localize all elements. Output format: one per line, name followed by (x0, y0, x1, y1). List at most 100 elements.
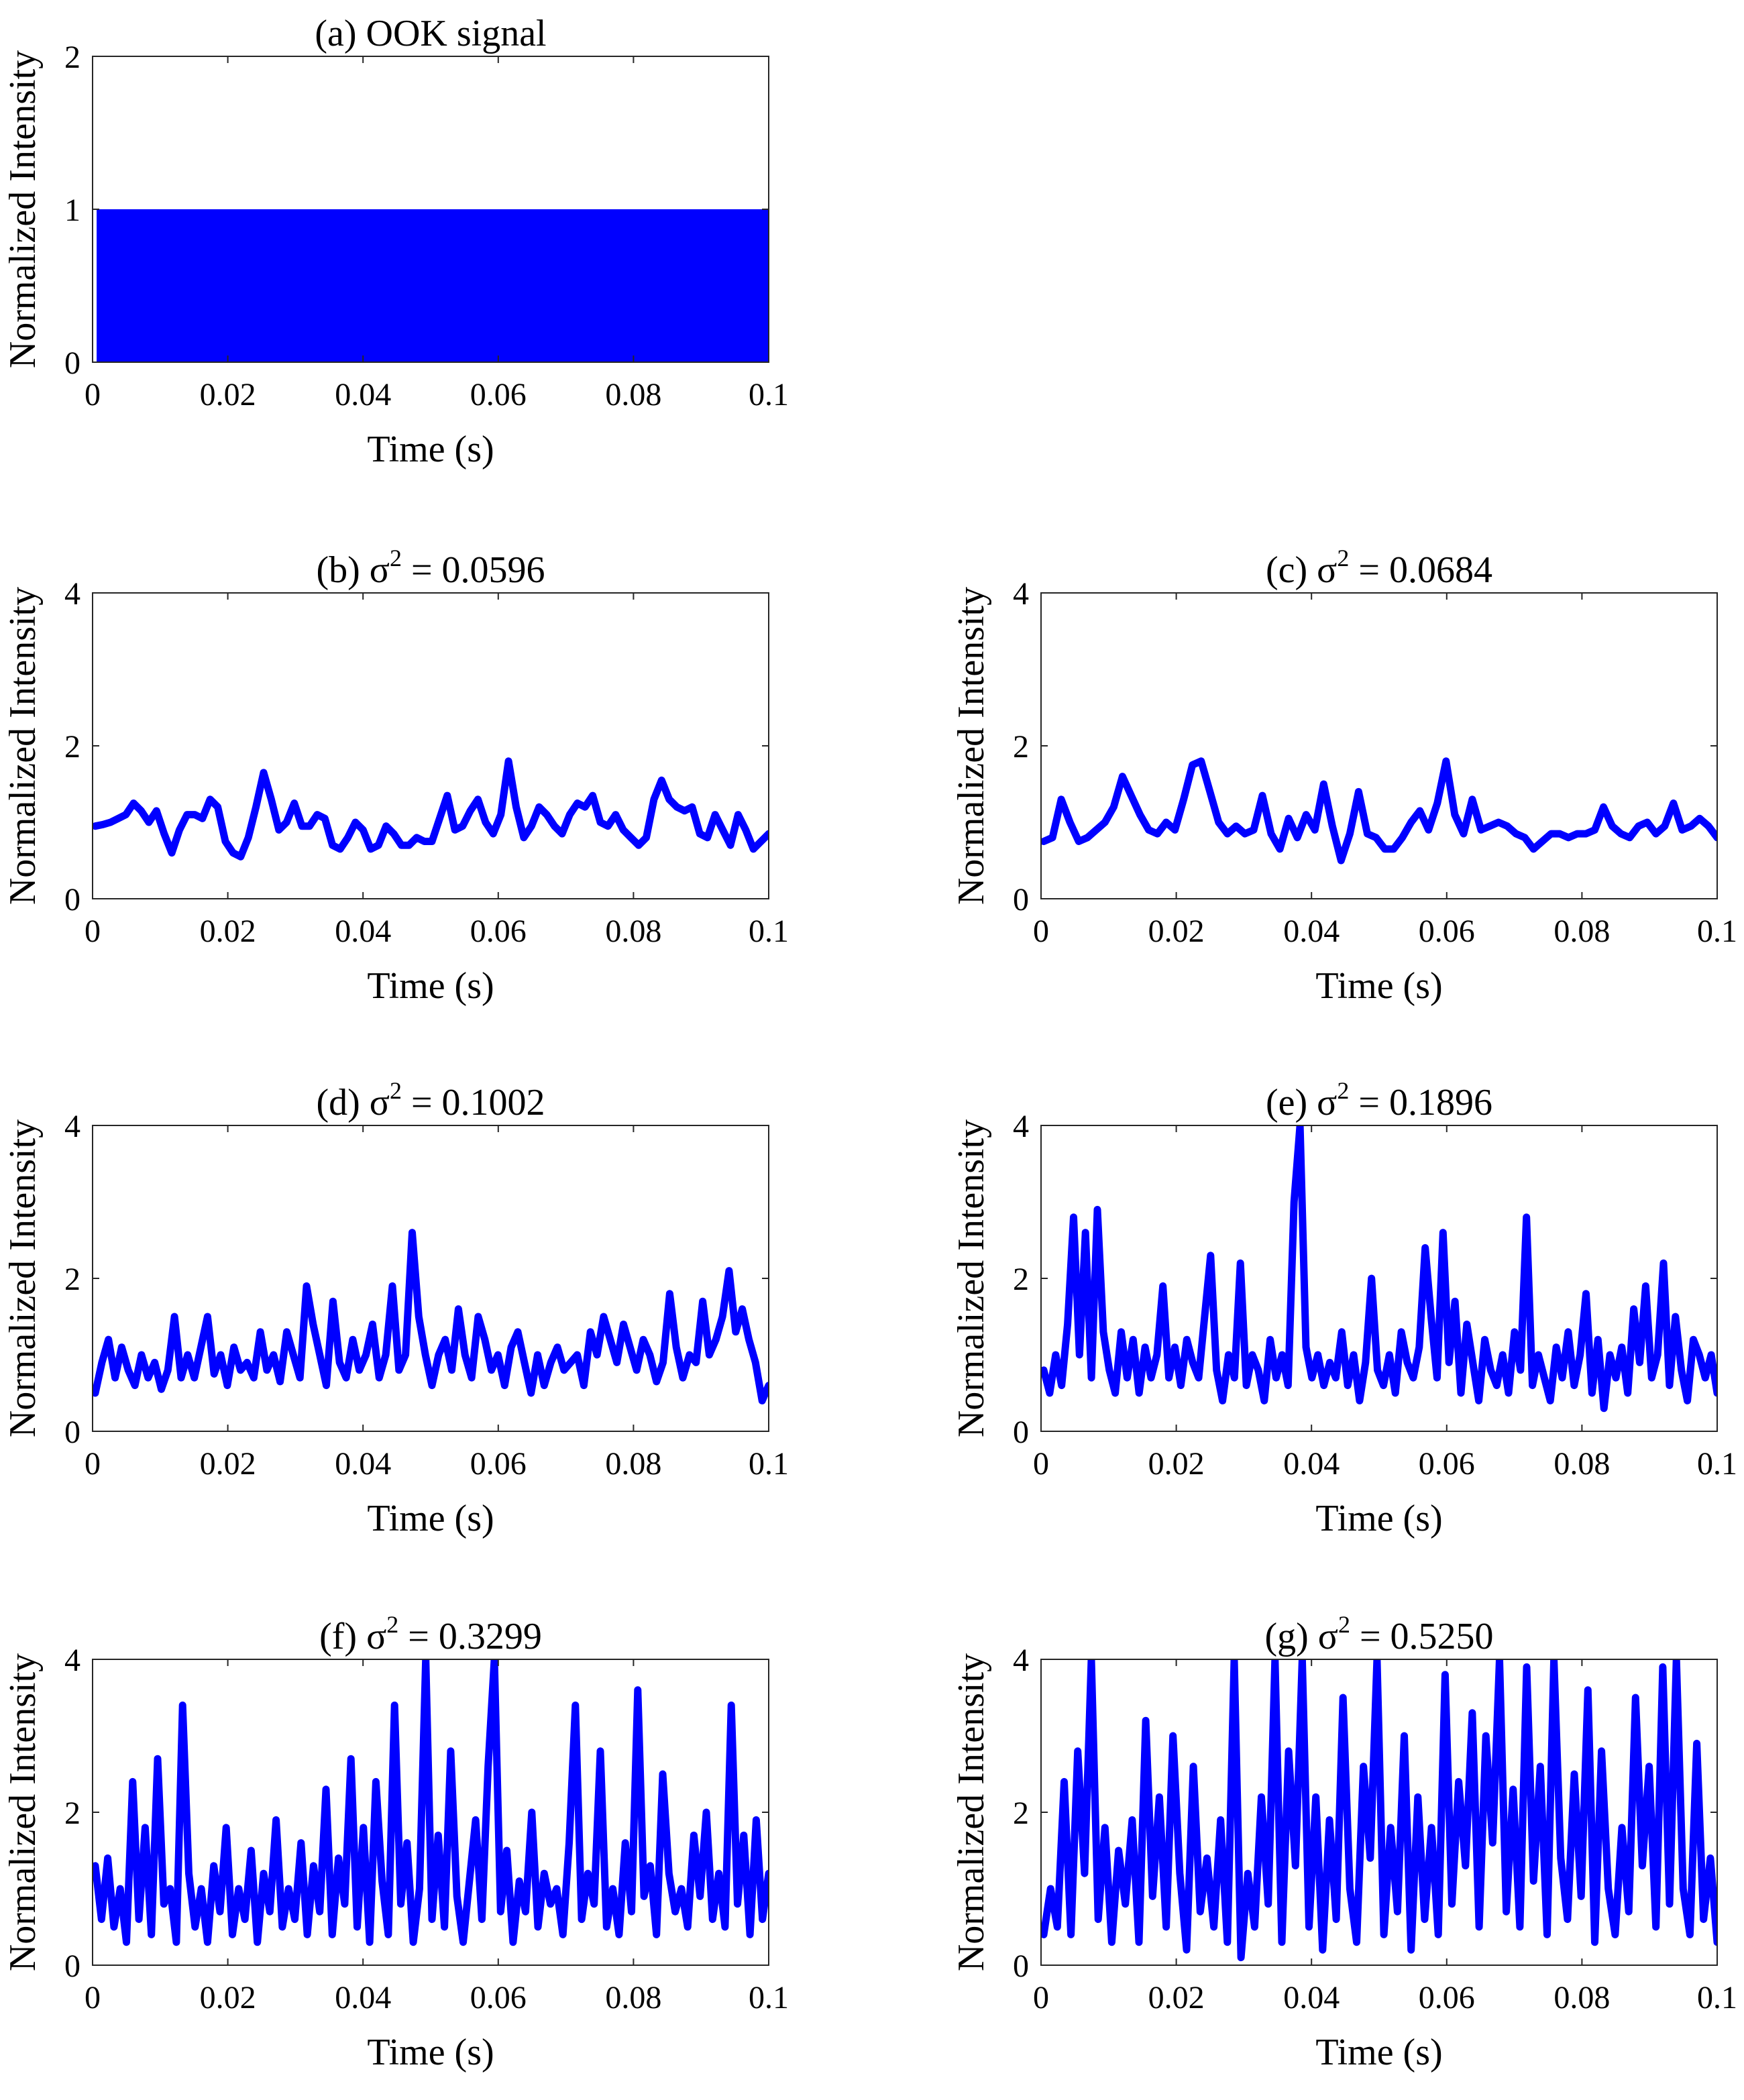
y-tick-label: 2 (1013, 1795, 1029, 1831)
intensity-line (93, 757, 769, 861)
x-tick-label: 0.02 (1148, 914, 1205, 949)
y-tick-label: 4 (64, 576, 80, 612)
y-axis-label: Normalized Intensity (2, 587, 44, 905)
intensity-line (93, 1659, 769, 1946)
x-axis-label: Time (s) (1315, 965, 1442, 1007)
x-tick-label: 0.02 (200, 1980, 256, 2015)
y-tick-label: 4 (1013, 576, 1029, 612)
x-tick-label: 0.06 (1419, 1980, 1475, 2015)
subplot-title: (a) OOK signal (315, 13, 546, 54)
x-tick-label: 0.04 (1283, 1446, 1340, 1482)
x-tick-label: 0.06 (470, 914, 527, 949)
x-tick-label: 0.06 (470, 377, 527, 412)
x-tick-label: 0.08 (605, 914, 661, 949)
y-tick-label: 0 (1013, 1415, 1029, 1450)
x-tick-label: 0.1 (1697, 1980, 1737, 2015)
intensity-line (1041, 757, 1717, 865)
title-sigma-value: = 0.1896 (1349, 1082, 1492, 1123)
x-tick-label: 0.1 (1697, 1446, 1737, 1482)
x-axis-label: Time (s) (1315, 1498, 1442, 1539)
x-tick-label: 0.02 (1148, 1980, 1205, 2015)
x-tick-label: 0.02 (200, 377, 256, 412)
x-tick-label: 0.08 (1554, 1980, 1610, 2015)
x-tick-label: 0.04 (335, 377, 391, 412)
subplot-title: (b) σ2 = 0.0596 (316, 545, 545, 591)
title-sigma-value: = 0.1002 (402, 1082, 545, 1123)
subplot-title: (f) σ2 = 0.3299 (319, 1611, 542, 1657)
y-axis-label: Normalized Intensity (950, 587, 992, 905)
x-tick-label: 0.02 (200, 1446, 256, 1482)
x-tick-label: 0.1 (749, 1446, 789, 1482)
subplot-f: 0 0.02 0.04 0.06 0.08 0.1 0 2 4 Time (s) Normalize… (2, 1611, 789, 2073)
y-tick-label: 2 (64, 729, 80, 765)
y-tick-label: 0 (1013, 882, 1029, 918)
y-tick-label: 4 (1013, 1109, 1029, 1144)
x-axis-label: Time (s) (367, 1498, 494, 1539)
axes-box (1040, 592, 1718, 899)
x-tick-label: 0 (1033, 914, 1049, 949)
y-axis-label: Normalized Intensity (2, 50, 44, 368)
subplot-title: (g) σ2 = 0.5250 (1264, 1611, 1493, 1657)
title-sigma-exponent: 2 (1337, 545, 1349, 571)
y-tick-label: 0 (64, 1415, 80, 1450)
x-tick-label: 0.08 (605, 1980, 661, 2015)
title-prefix: (f) σ (319, 1616, 386, 1657)
axes-box (92, 592, 769, 899)
title-sigma-exponent: 2 (390, 545, 402, 571)
y-axis-label: Normalized Intensity (950, 1119, 992, 1437)
subplot-title: (e) σ2 = 0.1896 (1266, 1077, 1492, 1123)
subplot-g: 0 0.02 0.04 0.06 0.08 0.1 0 2 4 Time (s) Normalize… (950, 1611, 1737, 2073)
title-prefix: (d) σ (316, 1082, 389, 1123)
x-tick-label: 0.04 (335, 1446, 391, 1482)
x-tick-label: 0.04 (1283, 1980, 1340, 2015)
x-tick-label: 0.04 (335, 1980, 391, 2015)
x-tick-label: 0 (85, 1980, 101, 2015)
subplot-title: (c) σ2 = 0.0684 (1266, 545, 1492, 591)
y-tick-label: 2 (1013, 729, 1029, 765)
y-tick-label: 0 (64, 1948, 80, 1984)
x-tick-label: 0.08 (605, 1446, 661, 1482)
intensity-line (93, 1229, 769, 1404)
subplot-b: 0 0.02 0.04 0.06 0.08 0.1 0 2 4 Time (s) Normalize… (2, 545, 789, 1007)
title-sigma-exponent: 2 (390, 1077, 402, 1104)
x-tick-label: 0.1 (749, 914, 789, 949)
y-tick-label: 2 (64, 1795, 80, 1831)
y-tick-label: 1 (64, 192, 80, 228)
intensity-line (1041, 1659, 1717, 1962)
y-tick-label: 0 (64, 882, 80, 918)
y-tick-label: 4 (64, 1643, 80, 1678)
ook-signal-fill (97, 209, 769, 362)
x-tick-label: 0.06 (470, 1446, 527, 1482)
title-sigma-exponent: 2 (1338, 1611, 1350, 1638)
subplot-d: 0 0.02 0.04 0.06 0.08 0.1 0 2 4 Time (s) Normalize… (2, 1077, 789, 1539)
x-tick-label: 0.08 (605, 377, 661, 412)
x-axis-label: Time (s) (367, 2032, 494, 2073)
y-axis-label: Normalized Intensity (2, 1653, 44, 1971)
x-tick-label: 0.04 (1283, 914, 1340, 949)
x-tick-label: 0.08 (1554, 914, 1610, 949)
title-sigma-value: = 0.0684 (1349, 549, 1492, 591)
x-axis-label: Time (s) (367, 429, 494, 470)
title-sigma-exponent: 2 (1337, 1077, 1349, 1104)
x-tick-label: 0.04 (335, 914, 391, 949)
y-tick-label: 2 (64, 1262, 80, 1297)
y-tick-label: 4 (64, 1109, 80, 1144)
x-tick-label: 0.02 (200, 914, 256, 949)
x-tick-label: 0.08 (1554, 1446, 1610, 1482)
y-tick-label: 2 (1013, 1262, 1029, 1297)
subplot-a: 0 0.02 0.04 0.06 0.08 0.1 0 1 2 Time (s) Normalize… (2, 13, 789, 470)
x-tick-label: 0 (85, 377, 101, 412)
y-tick-label: 2 (64, 40, 80, 75)
title-sigma-value: = 0.3299 (398, 1616, 542, 1657)
y-tick-label: 4 (1013, 1643, 1029, 1678)
x-tick-label: 0.1 (1697, 914, 1737, 949)
x-tick-label: 0 (1033, 1980, 1049, 2015)
title-prefix: (b) σ (316, 549, 389, 591)
subplot-c: 0 0.02 0.04 0.06 0.08 0.1 0 2 4 Time (s) Normalize… (950, 545, 1737, 1007)
x-tick-label: 0.06 (1419, 914, 1475, 949)
x-tick-label: 0.06 (470, 1980, 527, 2015)
x-axis-label: Time (s) (1315, 2032, 1442, 2073)
x-axis-label: Time (s) (367, 965, 494, 1007)
x-tick-label: 0.02 (1148, 1446, 1205, 1482)
